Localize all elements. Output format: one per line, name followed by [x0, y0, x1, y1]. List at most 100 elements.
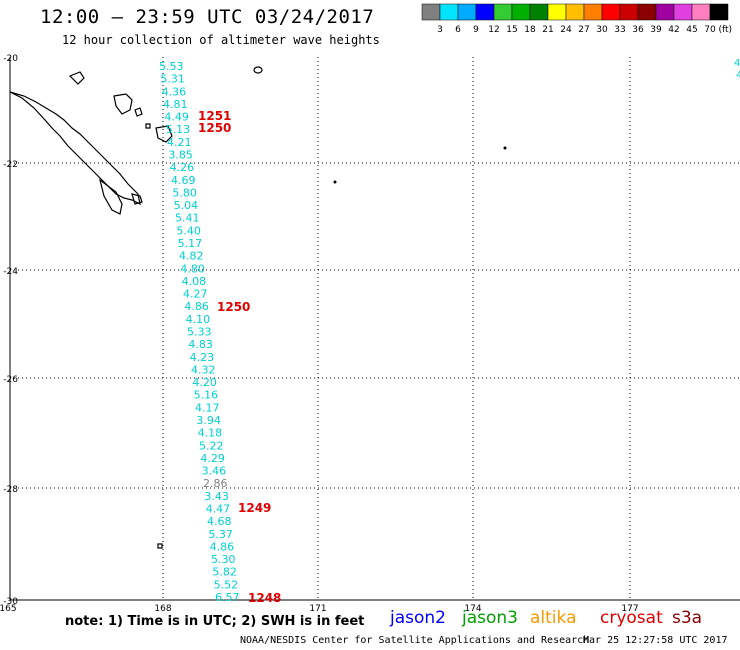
colorbar-label: 9: [473, 25, 479, 35]
latitude-label: -24: [3, 267, 18, 277]
colorbar-swatch: [709, 3, 729, 21]
colorbar-label: 42: [668, 25, 679, 35]
pass-time-label: 1250: [198, 121, 231, 135]
wave-height-value: 6.57: [215, 591, 240, 604]
wave-height-value: 3.85: [168, 149, 193, 162]
wave-height-value: 5.80: [172, 186, 197, 199]
wave-height-value: 4.47: [206, 503, 231, 516]
pass-time-label: 1248: [248, 591, 281, 605]
new-caledonia-coast: [9, 91, 141, 206]
wave-height-value: 5.52: [214, 578, 239, 591]
map-subtitle: 12 hour collection of altimeter wave hei…: [62, 33, 380, 47]
latitude-label: -28: [3, 485, 18, 495]
longitude-label: 174: [464, 604, 481, 614]
credit-text: NOAA/NESDIS Center for Satellite Applica…: [240, 635, 590, 646]
wave-height-value: 5.31: [160, 73, 185, 86]
longitude-label: 171: [309, 604, 326, 614]
units-note: note: 1) Time is in UTC; 2) SWH is in fe…: [65, 614, 365, 629]
wave-height-value: 4.49: [164, 111, 189, 124]
wave-height-value: 5.13: [166, 123, 191, 136]
colorbar-label: 70: [704, 25, 716, 35]
wave-height-value: 4.36: [162, 85, 187, 98]
colorbar-label: 27: [578, 25, 589, 35]
wave-height-value: 4.29: [200, 452, 225, 465]
wave-height-value: 4.17: [195, 401, 220, 414]
wave-height-value: 5.33: [187, 326, 212, 339]
wave-height-value: 3.46: [202, 465, 227, 478]
pass-time-label: 1249: [238, 501, 271, 515]
generated-timestamp: Mar 25 12:27:58 UTC 2017: [583, 635, 728, 646]
wave-height-value: 4.86: [210, 540, 235, 553]
wave-height-value: 5.04: [174, 199, 199, 212]
longitude-label: 177: [621, 604, 638, 614]
wave-height-value: 4.10: [186, 313, 211, 326]
wave-height-value: 5.41: [175, 212, 200, 225]
edge-wave-value: 4: [736, 70, 740, 81]
wave-height-value: 3.94: [196, 414, 221, 427]
wave-height-value: 2.86: [203, 477, 228, 490]
edge-wave-values: 44: [734, 58, 740, 81]
lifou-island: [113, 93, 133, 115]
wave-height-track: 5.535.314.364.814.495.134.213.854.264.69…: [159, 60, 240, 604]
wave-height-value: 4.80: [180, 262, 205, 275]
small-island-a: [134, 107, 143, 117]
colorbar-label: 33: [614, 25, 625, 35]
walpole-island: [253, 66, 263, 74]
wave-height-value: 4.69: [171, 174, 196, 187]
wave-height-value: 5.17: [178, 237, 203, 250]
wave-height-value: 4.32: [191, 363, 216, 376]
colorbar-label: 45: [686, 25, 697, 35]
colorbar-label: 24: [560, 25, 572, 35]
wave-height-value: 4.23: [190, 351, 215, 364]
latitude-label: -22: [3, 160, 18, 170]
wave-height-value: 4.82: [179, 250, 204, 263]
wave-height-value: 4.68: [207, 515, 232, 528]
small-island-d: [157, 543, 163, 549]
map-frame: [9, 57, 740, 601]
wave-height-value: 4.08: [182, 275, 207, 288]
colorbar-label: 30: [596, 25, 608, 35]
wave-height-value: 4.20: [192, 376, 217, 389]
wave-height-value: 5.40: [176, 224, 201, 237]
wave-height-value: 4.81: [163, 98, 188, 111]
islet-dots: [333, 146, 507, 184]
colorbar-label: 3: [437, 25, 443, 35]
color-legend: 3 6 9 12 15 18 21 24 27 30 33 36 39 42 45 70 (ft): [421, 3, 732, 35]
wave-height-value: 4.83: [188, 338, 213, 351]
wave-height-value: 5.16: [194, 389, 219, 402]
satellite-cryosat: cryosat: [600, 608, 663, 628]
small-island-b: [145, 123, 151, 129]
ouvea-island: [68, 71, 85, 85]
satellite-jason3: jason3: [462, 608, 518, 628]
colorbar-label: 12: [488, 25, 499, 35]
wave-height-value: 5.30: [211, 553, 236, 566]
satellite-altika: altika: [530, 608, 577, 628]
wave-height-value: 5.82: [212, 566, 237, 579]
satellite-s3a: s3a: [672, 608, 703, 628]
small-island-c: [131, 193, 143, 205]
colorbar-label: 6: [455, 25, 461, 35]
wave-height-value: 4.21: [167, 136, 192, 149]
wave-height-value: 4.26: [170, 161, 195, 174]
wave-height-value: 5.53: [159, 60, 184, 73]
colorbar-label: 15: [506, 25, 517, 35]
latitude-label: -26: [3, 375, 18, 385]
colorbar-label: 36: [632, 25, 644, 35]
longitude-label: 168: [154, 604, 171, 614]
coast-inlet: [99, 178, 123, 215]
wave-height-value: 4.86: [184, 300, 209, 313]
wave-height-value: 3.43: [204, 490, 229, 503]
satellite-jason2: jason2: [390, 608, 446, 628]
edge-wave-value: 4: [734, 58, 740, 69]
mare-island: [155, 125, 173, 143]
latitude-labels: -20 -22 -24 -26 -28 -30: [3, 54, 18, 607]
latitude-label: -20: [3, 54, 18, 64]
colorbar-label: 39: [650, 25, 662, 35]
latitude-label: -30: [3, 597, 18, 607]
wave-height-value: 4.27: [183, 288, 208, 301]
longitude-label: 165: [0, 604, 17, 614]
wave-height-value: 5.22: [199, 439, 224, 452]
longitude-labels: 165 168 171 174 177: [0, 604, 639, 614]
map-gridlines: [10, 57, 740, 600]
